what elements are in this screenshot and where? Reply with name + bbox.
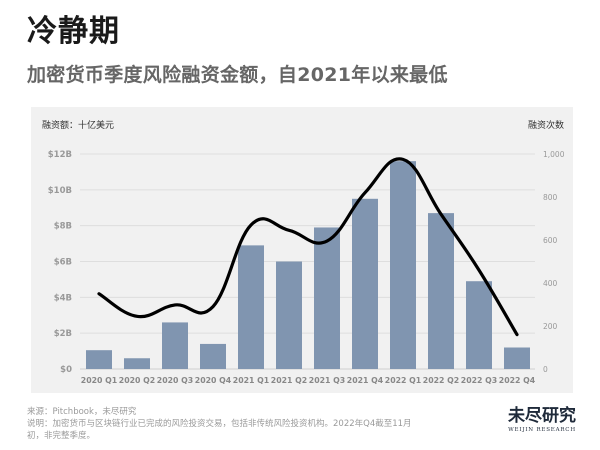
x-tick-label: 2021 Q1 — [233, 376, 269, 385]
bar — [466, 281, 492, 369]
bar — [390, 161, 416, 369]
bar — [314, 227, 340, 369]
right-tick-label: 1,000 — [543, 150, 565, 159]
source-text: 来源：Pitchbook，未尽研究 — [27, 407, 137, 417]
note-text-2: 初，非完整季度。 — [27, 431, 96, 441]
x-tick-label: 2022 Q3 — [461, 376, 497, 385]
bar — [238, 245, 264, 369]
bar — [504, 347, 530, 369]
right-axis-ticks: 0 200 400 600 800 1,000 — [543, 150, 565, 374]
bar-series — [86, 161, 530, 369]
bar — [276, 261, 302, 369]
left-tick-label: $8B — [54, 222, 72, 232]
left-axis-ticks: $0 $2B $4B $6B $8B $10B $12B — [48, 150, 72, 375]
logo-en: WEIJIN RESEARCH — [508, 427, 576, 433]
right-tick-label: 800 — [543, 193, 558, 202]
page-title: 冷静期 — [27, 14, 120, 49]
bar — [124, 358, 150, 369]
note-text-1: 说明：加密货币与区块链行业已完成的风险投资交易，包括非传统风险投资机构。2022… — [27, 419, 412, 429]
x-tick-label: 2022 Q2 — [423, 376, 459, 385]
right-axis-title: 融资次数 — [528, 121, 565, 131]
gridlines — [80, 153, 535, 370]
bar — [86, 350, 112, 369]
left-tick-label: $4B — [54, 293, 72, 303]
right-tick-label: 600 — [543, 236, 558, 245]
x-tick-label: 2020 Q1 — [81, 376, 117, 385]
bar — [352, 198, 378, 369]
x-tick-label: 2021 Q4 — [347, 376, 384, 385]
x-tick-label: 2021 Q3 — [309, 376, 345, 385]
left-tick-label: $2B — [54, 329, 72, 339]
brand-logo: 未尽研究 WEIJIN RESEARCH — [502, 406, 582, 434]
page-subtitle: 加密货币季度风险融资金额，自2021年以来最低 — [27, 64, 448, 86]
x-axis-labels: 2020 Q1 2020 Q2 2020 Q3 2020 Q4 2021 Q1 2021 … — [81, 376, 536, 385]
right-tick-label: 0 — [543, 365, 548, 374]
bar — [200, 343, 226, 369]
x-tick-label: 2020 Q4 — [195, 376, 232, 385]
x-tick-label: 2022 Q4 — [499, 376, 536, 385]
x-tick-label: 2021 Q2 — [271, 376, 307, 385]
right-tick-label: 400 — [543, 279, 558, 288]
right-tick-label: 200 — [543, 322, 558, 331]
x-tick-label: 2022 Q1 — [385, 376, 421, 385]
bar — [162, 322, 188, 369]
source-note: 来源：Pitchbook，未尽研究 说明：加密货币与区块链行业已完成的风险投资交… — [27, 406, 477, 442]
deal-count-line — [97, 157, 519, 337]
left-tick-label: $10B — [48, 186, 72, 196]
x-tick-label: 2020 Q3 — [157, 376, 193, 385]
left-tick-label: $0 — [60, 365, 72, 375]
bar — [428, 213, 454, 369]
left-tick-label: $12B — [48, 150, 72, 160]
left-axis-title: 融资额：十亿美元 — [42, 121, 115, 131]
x-tick-label: 2020 Q2 — [119, 376, 155, 385]
left-tick-label: $6B — [54, 258, 72, 268]
logo-cn: 未尽研究 — [508, 406, 576, 426]
